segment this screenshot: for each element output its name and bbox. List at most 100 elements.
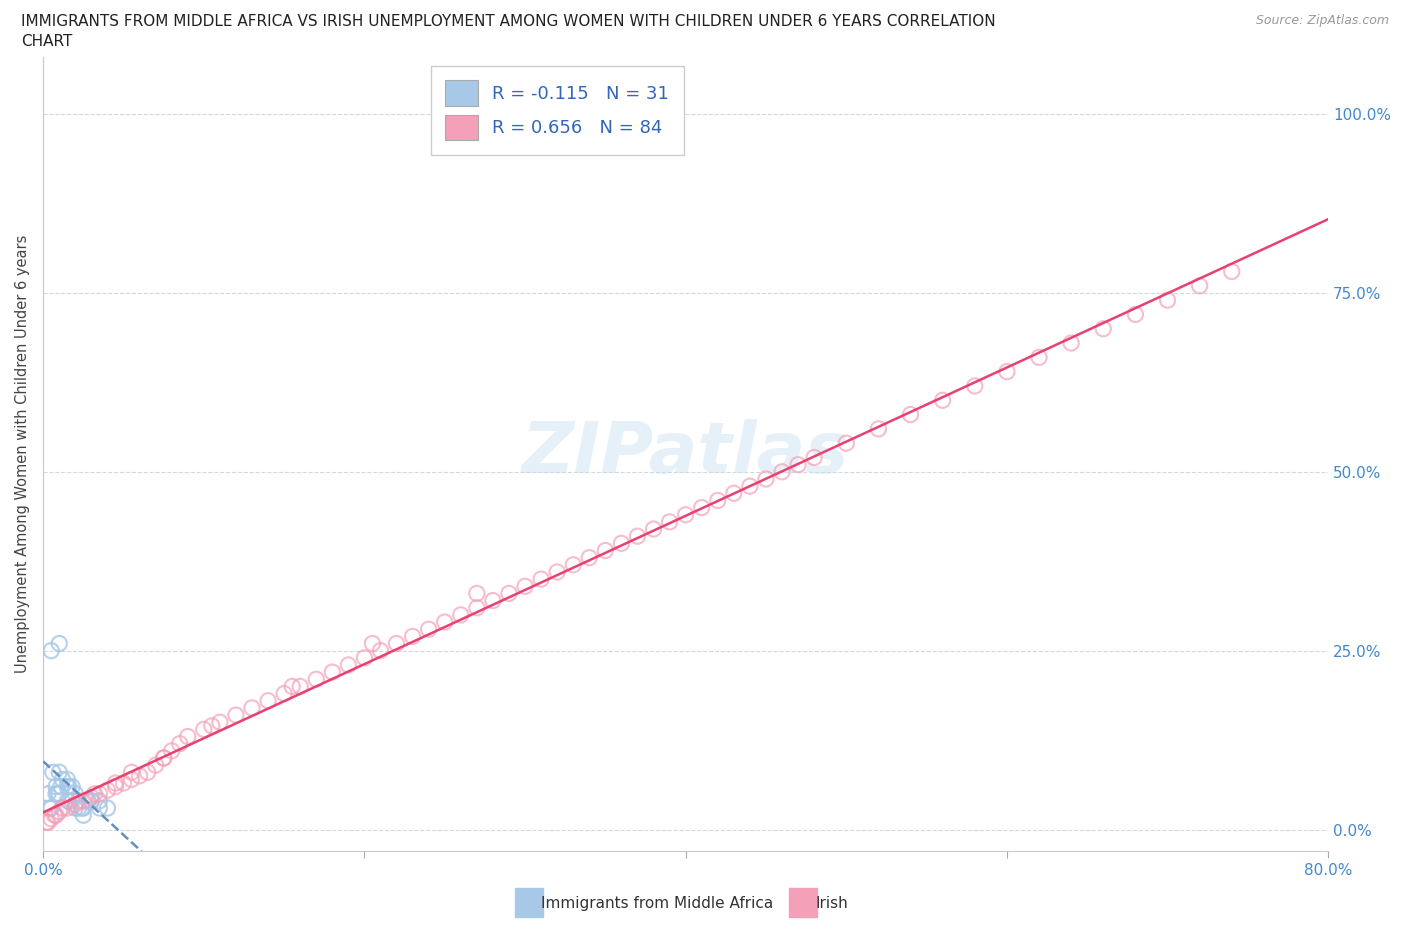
Point (803, 450, 825, 465)
Point (963, 379, 986, 393)
Point (45, 779, 67, 794)
Point (450, 607, 472, 622)
Point (562, 557, 585, 572)
Point (305, 671, 328, 686)
Point (755, 472, 778, 486)
Point (44, 808, 66, 823)
Text: IMMIGRANTS FROM MIDDLE AFRICA VS IRISH UNEMPLOYMENT AMONG WOMEN WITH CHILDREN UN: IMMIGRANTS FROM MIDDLE AFRICA VS IRISH U… (21, 14, 995, 29)
Point (51, 801, 73, 816)
Point (418, 622, 440, 637)
Point (513, 578, 536, 593)
Point (48, 636, 70, 651)
Point (353, 650, 375, 665)
Point (530, 572, 553, 587)
Point (67, 793, 90, 808)
Point (89, 793, 111, 808)
Point (80, 790, 103, 804)
Point (35, 815, 58, 830)
Text: CHART: CHART (21, 34, 73, 49)
Point (65, 787, 87, 802)
Point (626, 529, 648, 544)
Point (45, 808, 67, 823)
Point (58, 779, 80, 794)
Point (48, 787, 70, 802)
Point (738, 479, 761, 494)
Point (193, 722, 215, 737)
Point (770, 464, 793, 479)
Point (60, 779, 83, 794)
Point (578, 551, 600, 565)
Point (104, 779, 127, 794)
Point (152, 751, 174, 765)
Point (995, 365, 1018, 379)
Text: ZIPatlas: ZIPatlas (522, 419, 849, 488)
Point (208, 715, 231, 730)
Point (65, 797, 87, 812)
Text: Irish: Irish (815, 897, 848, 911)
Legend: R = -0.115   N = 31, R = 0.656   N = 84: R = -0.115 N = 31, R = 0.656 N = 84 (430, 66, 683, 155)
Point (281, 679, 304, 694)
Point (643, 522, 665, 537)
Point (177, 729, 200, 744)
Point (482, 593, 505, 608)
Point (1060, 336, 1083, 351)
Point (56, 793, 79, 808)
Point (72, 808, 94, 823)
Point (370, 644, 392, 658)
Point (675, 507, 697, 522)
Text: Immigrants from Middle Africa: Immigrants from Middle Africa (541, 897, 773, 911)
Point (225, 708, 247, 723)
Point (45, 787, 67, 802)
Point (60, 793, 83, 808)
Point (610, 536, 633, 551)
Point (89, 801, 111, 816)
Point (401, 629, 423, 644)
Point (56, 772, 79, 787)
Point (56, 801, 79, 816)
Point (273, 686, 295, 701)
Point (49, 779, 72, 794)
Text: Source: ZipAtlas.com: Source: ZipAtlas.com (1256, 14, 1389, 27)
Point (546, 565, 568, 579)
Point (128, 768, 150, 783)
Point (42, 764, 65, 779)
Point (96, 801, 118, 816)
Point (690, 500, 713, 515)
Point (385, 636, 408, 651)
Point (1188, 278, 1211, 293)
Y-axis label: Unemployment Among Women with Children Under 6 years: Unemployment Among Women with Children U… (15, 234, 30, 673)
Point (65, 801, 87, 816)
Point (145, 758, 167, 773)
Point (39, 644, 62, 658)
Point (72, 801, 94, 816)
Point (80, 793, 103, 808)
Point (104, 776, 127, 790)
Point (787, 458, 810, 472)
Point (72, 793, 94, 808)
Point (1220, 264, 1243, 279)
Point (931, 392, 953, 407)
Point (83, 787, 105, 802)
Point (835, 436, 858, 451)
Point (337, 658, 360, 672)
Point (201, 718, 224, 733)
Point (56, 779, 79, 794)
Point (160, 743, 183, 758)
Point (900, 407, 922, 422)
Point (1156, 293, 1178, 308)
Point (433, 615, 456, 630)
Point (67, 801, 90, 816)
Point (290, 679, 312, 694)
Point (48, 804, 70, 819)
Point (38, 801, 60, 816)
Point (707, 493, 730, 508)
Point (1092, 321, 1115, 336)
Point (465, 586, 488, 601)
Point (46, 787, 69, 802)
Point (89, 787, 111, 802)
Point (77, 793, 100, 808)
Point (80, 793, 103, 808)
Point (121, 764, 143, 779)
Point (868, 421, 890, 436)
Point (169, 737, 191, 751)
